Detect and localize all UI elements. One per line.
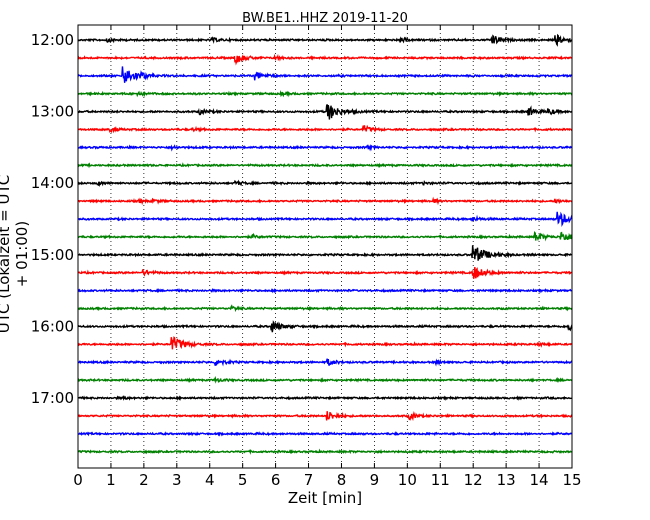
y-tick-label: 16:00 [31, 317, 74, 335]
seismogram-trace [77, 196, 573, 206]
y-tick-label: 17:00 [31, 389, 74, 407]
seismogram-trace [77, 124, 573, 134]
x-tick-label: 8 [337, 471, 347, 489]
seismogram-trace [77, 266, 573, 279]
seismogram-trace [77, 448, 573, 455]
x-axis-label: Zeit [min] [287, 489, 363, 507]
seismogram-trace [77, 245, 573, 261]
y-tick-label: 12:00 [31, 31, 74, 49]
x-tick-label: 5 [238, 471, 248, 489]
x-tick-label: 4 [205, 471, 215, 489]
seismogram-trace [77, 179, 573, 188]
x-tick-label: 9 [370, 471, 380, 489]
seismogram-trace [77, 33, 573, 47]
seismogram-trace [77, 144, 573, 152]
x-tick-label: 14 [530, 471, 549, 489]
x-tick-label: 12 [464, 471, 483, 489]
y-tick-label: 14:00 [31, 174, 74, 192]
seismogram-trace [77, 376, 573, 384]
x-tick-label: 15 [562, 471, 581, 489]
axes: 0 1 2 3 4 5 6 7 8 9 10 11 12 13 14 1512:0013:0014:0015:… [31, 25, 582, 489]
seismogram-trace [77, 431, 573, 437]
y-tick-label: 15:00 [31, 246, 74, 264]
grid-lines [110, 25, 540, 468]
x-tick-label: 3 [172, 471, 182, 489]
seismogram-trace [77, 411, 573, 422]
plot-frame [77, 24, 573, 469]
y-tick-label: 13:00 [31, 103, 74, 121]
seismogram-trace [77, 287, 573, 294]
seismogram-trace [77, 211, 573, 227]
x-tick-label: 11 [431, 471, 450, 489]
x-tick-label: 10 [398, 471, 417, 489]
seismogram-trace [77, 89, 573, 98]
seismogram-trace [77, 230, 573, 242]
seismogram-trace [77, 66, 573, 83]
seismogram-trace [77, 320, 573, 333]
seismogram-trace [77, 162, 573, 169]
seismogram-trace [77, 336, 573, 350]
trace-area [77, 33, 573, 455]
y-axis-label: UTC (Lokalzeit = UTC + 01:00) [0, 174, 31, 334]
x-tick-label: 2 [139, 471, 149, 489]
seismogram-trace [77, 358, 573, 367]
x-tick-label: 13 [497, 471, 516, 489]
seismogram-trace [77, 104, 573, 120]
seismogram-trace [77, 304, 573, 313]
seismogram-trace [77, 395, 573, 401]
chart-title: BW.BE1..HHZ 2019-11-20 [242, 11, 408, 26]
x-tick-label: 7 [304, 471, 314, 489]
seismogram-trace [77, 53, 573, 66]
x-tick-label: 0 [73, 471, 83, 489]
x-tick-label: 1 [106, 471, 116, 489]
x-tick-label: 6 [271, 471, 281, 489]
